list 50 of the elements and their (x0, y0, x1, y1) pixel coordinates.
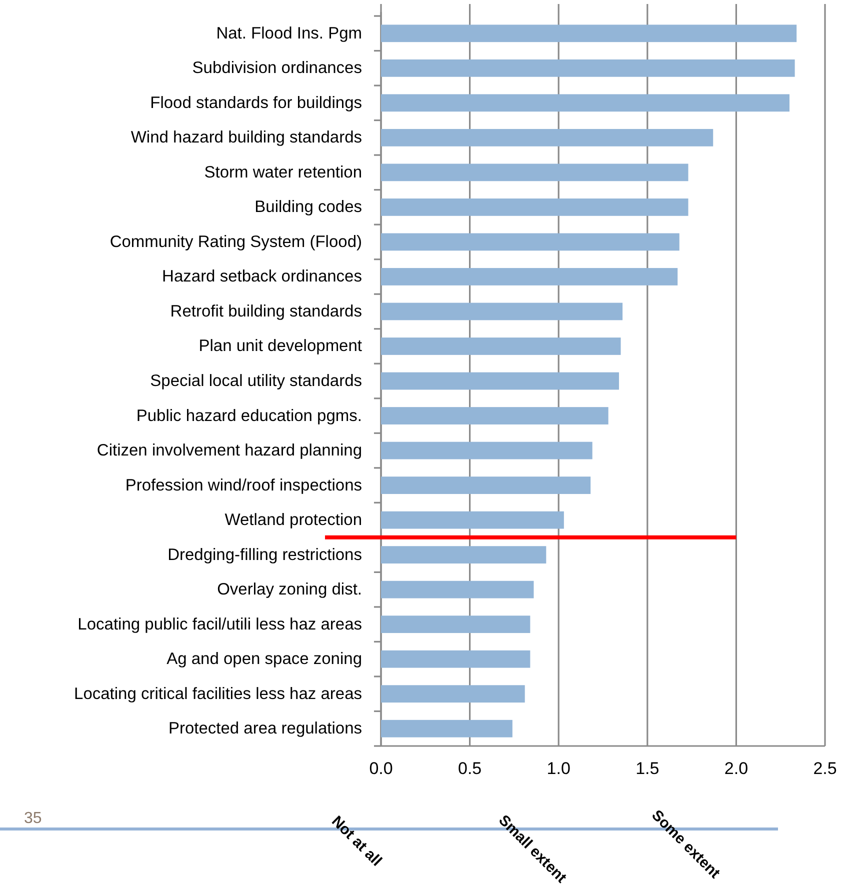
bar (381, 24, 797, 42)
y-tick-label: Citizen involvement hazard planning (96, 442, 362, 460)
y-tick-label: Public hazard education pgms. (136, 406, 362, 425)
bar (381, 128, 714, 146)
bar (381, 476, 591, 494)
bar (381, 338, 621, 355)
x-tick-label: 2.5 (813, 759, 837, 778)
bar (381, 94, 790, 112)
bar (381, 372, 619, 390)
x-tick-label: 2.0 (724, 759, 748, 778)
y-tick-label: Ag and open space zoning (166, 650, 362, 668)
y-tick-label: Flood standards for buildings (150, 94, 362, 112)
x-tick-label: 0.5 (458, 759, 482, 778)
x-tick-label: 1.0 (546, 759, 570, 778)
bar (381, 685, 525, 703)
y-tick-label: Wetland protection (224, 511, 362, 530)
y-tick-label: Overlay zoning dist. (217, 580, 362, 599)
y-tick-label: Nat. Flood Ins. Pgm (216, 24, 362, 42)
y-tick-label: Dredging-filling restrictions (168, 546, 362, 564)
bar (381, 233, 680, 251)
y-tick-label: Retrofit building standards (170, 302, 362, 320)
bar (381, 546, 546, 564)
y-tick-label: Community Rating System (Flood) (110, 232, 362, 251)
x-tick-label: 0.0 (369, 759, 393, 778)
bar (381, 580, 534, 598)
bar (381, 511, 564, 529)
bar (381, 720, 512, 738)
text: Not at all (328, 812, 385, 870)
bar (381, 302, 623, 320)
bar (381, 442, 592, 460)
bar (381, 650, 530, 668)
y-tick-label: Plan unit development (198, 337, 362, 356)
y-tick-label: Profession wind/roof inspections (125, 476, 362, 494)
bar (381, 268, 678, 286)
bar (381, 164, 688, 182)
y-tick-label: Storm water retention (204, 163, 362, 182)
y-tick-label: Wind hazard building standards (130, 128, 362, 147)
y-tick-label: Building codes (254, 198, 362, 216)
text: 35 (24, 810, 42, 827)
y-tick-label: Subdivision ordinances (192, 59, 362, 78)
bar (381, 198, 688, 216)
y-tick-label: Locating public facil/utili less haz areas (78, 615, 362, 634)
bar (381, 407, 608, 424)
y-tick-label: Locating critical facilities less haz areas (74, 684, 362, 703)
bar (381, 616, 530, 634)
y-tick-label: Protected area regulations (168, 720, 362, 738)
x-tick-label: 1.5 (636, 759, 660, 778)
y-tick-label: Special local utility standards (150, 372, 362, 390)
bar (381, 59, 795, 77)
y-tick-label: Hazard setback ordinances (162, 268, 362, 286)
